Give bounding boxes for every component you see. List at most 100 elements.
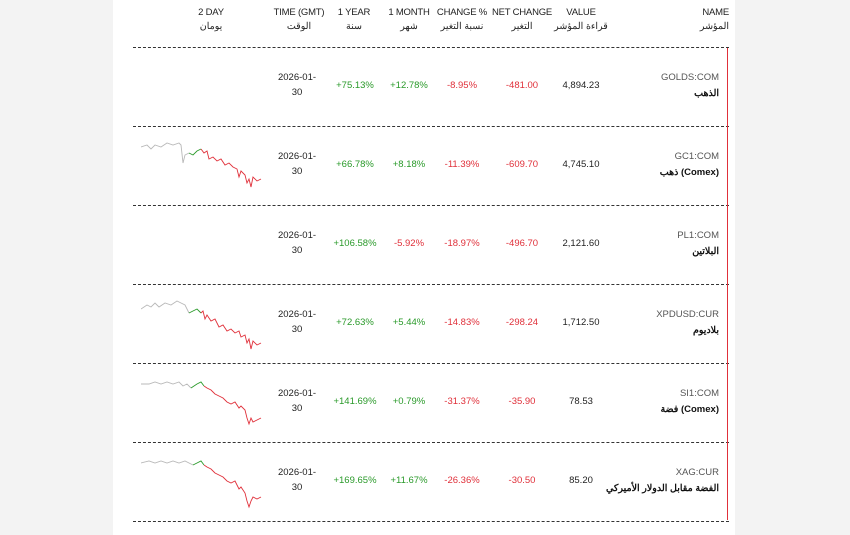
header-value-en: VALUE xyxy=(566,7,596,18)
year-change: +169.65% xyxy=(333,475,377,486)
table-row[interactable]: 2026-01- 30 +106.58% -5.92% -18.97% -496… xyxy=(113,206,735,285)
header-1year-en: 1 YEAR xyxy=(337,7,371,18)
net-change: -496.70 xyxy=(505,238,539,249)
value-cell: 2,121.60 xyxy=(562,238,600,249)
header-time-ar: الوقت xyxy=(286,21,312,32)
name-cell[interactable]: GOLDS:COM الذهب xyxy=(661,70,719,102)
sparkline-down-segment xyxy=(203,464,262,509)
time-day: 30 xyxy=(291,166,303,177)
year-change: +141.69% xyxy=(333,396,377,407)
table-row[interactable]: 2026-01- 30 +72.63% +5.44% -14.83% -298.… xyxy=(113,285,735,364)
sparkline-up-segment xyxy=(190,381,205,389)
header-2day[interactable]: 2 DAY يومان xyxy=(185,6,237,34)
year-change: +106.58% xyxy=(333,238,377,249)
sparkline-down-segment xyxy=(200,148,262,188)
time-date: 2026-01- xyxy=(277,230,317,241)
name-cell[interactable]: GC1:COM ذهب (Comex) xyxy=(660,149,719,181)
time-date: 2026-01- xyxy=(277,309,317,320)
sparkline-prior-segment xyxy=(141,460,194,466)
time-cell: 2026-01- 30 xyxy=(269,307,325,337)
row-divider xyxy=(133,205,729,206)
net-change: -298.24 xyxy=(505,317,539,328)
sparkline-up-segment xyxy=(188,308,202,314)
instrument-name[interactable]: الذهب xyxy=(694,88,719,99)
value-cell: 78.53 xyxy=(569,396,593,407)
instrument-name[interactable]: بلاديوم xyxy=(693,325,719,336)
sparkline-prior-segment xyxy=(141,142,190,164)
table-row[interactable]: 2026-01- 30 +75.13% +12.78% -8.95% -481.… xyxy=(113,48,735,127)
header-value-ar: قراءة المؤشر xyxy=(554,21,608,32)
table-row[interactable]: 2026-01- 30 +141.69% +0.79% -31.37% -35.… xyxy=(113,364,735,443)
name-cell[interactable]: PL1:COM البلاتين xyxy=(677,228,719,260)
header-change-pct[interactable]: CHANGE % نسبة التغير xyxy=(433,6,491,34)
header-value[interactable]: VALUE قراءة المؤشر xyxy=(551,6,611,34)
ticker-link[interactable]: XPDUSD:CUR xyxy=(656,309,719,320)
time-date: 2026-01- xyxy=(277,151,317,162)
instrument-name[interactable]: الفضة مقابل الدولار الأميركي xyxy=(605,483,719,494)
month-change: +5.44% xyxy=(392,317,426,328)
row-divider xyxy=(133,363,729,364)
header-divider xyxy=(133,47,729,48)
name-cell[interactable]: XAG:CUR الفضة مقابل الدولار الأميركي xyxy=(606,465,719,497)
instrument-name[interactable]: ذهب (Comex) xyxy=(659,167,719,178)
header-name[interactable]: NAME المؤشر xyxy=(669,6,729,34)
net-change: -30.50 xyxy=(508,475,536,486)
sparkline-down-segment xyxy=(203,385,262,426)
row-divider xyxy=(133,284,729,285)
instrument-name[interactable]: البلاتين xyxy=(692,246,719,257)
time-cell: 2026-01- 30 xyxy=(269,228,325,258)
change-pct: -26.36% xyxy=(444,475,480,486)
sparkline-prior-segment xyxy=(141,300,190,314)
table-row[interactable]: 2026-01- 30 +169.65% +11.67% -26.36% -30… xyxy=(113,443,735,522)
ticker-link[interactable]: GOLDS:COM xyxy=(660,72,719,83)
value-cell: 85.20 xyxy=(569,475,593,486)
table-row[interactable]: 2026-01- 30 +66.78% +8.18% -11.39% -609.… xyxy=(113,127,735,206)
year-change: +66.78% xyxy=(336,159,374,170)
change-pct: -31.37% xyxy=(444,396,480,407)
row-divider xyxy=(133,442,729,443)
sparkline-up-segment xyxy=(192,460,205,466)
header-name-ar: المؤشر xyxy=(699,21,729,32)
time-date: 2026-01- xyxy=(277,467,317,478)
header-change-pct-en: CHANGE % xyxy=(436,7,488,18)
name-cell[interactable]: SI1:COM فضة (Comex) xyxy=(660,386,719,418)
time-day: 30 xyxy=(291,245,303,256)
instrument-name[interactable]: فضة (Comex) xyxy=(660,404,719,415)
time-day: 30 xyxy=(291,403,303,414)
value-cell: 4,894.23 xyxy=(562,80,600,91)
sparkline-chart[interactable] xyxy=(141,291,265,355)
net-change: -609.70 xyxy=(505,159,539,170)
name-cell[interactable]: XPDUSD:CUR بلاديوم xyxy=(656,307,719,339)
header-1month-ar: شهر xyxy=(400,21,418,32)
time-cell: 2026-01- 30 xyxy=(269,465,325,495)
header-1month-en: 1 MONTH xyxy=(388,7,430,18)
sparkline-chart[interactable] xyxy=(141,133,265,197)
time-cell: 2026-01- 30 xyxy=(269,149,325,179)
month-change: +11.67% xyxy=(390,475,428,486)
header-time[interactable]: TIME (GMT) الوقت xyxy=(271,6,327,34)
ticker-link[interactable]: XAG:CUR xyxy=(675,467,719,478)
header-1month[interactable]: 1 MONTH شهر xyxy=(381,6,437,34)
header-net-change[interactable]: NET CHANGE التغير xyxy=(491,6,553,34)
sparkline-chart[interactable] xyxy=(141,370,265,434)
change-pct: -11.39% xyxy=(444,159,480,170)
ticker-link[interactable]: PL1:COM xyxy=(677,230,719,241)
year-change: +72.63% xyxy=(336,317,374,328)
header-net-change-ar: التغير xyxy=(511,21,533,32)
change-pct: -14.83% xyxy=(444,317,480,328)
time-cell: 2026-01- 30 xyxy=(269,386,325,416)
sparkline-down-segment xyxy=(200,310,262,350)
header-change-pct-ar: نسبة التغير xyxy=(440,21,484,32)
markets-table: 2 DAY يومان TIME (GMT) الوقت 1 YEAR سنة … xyxy=(113,0,735,535)
time-date: 2026-01- xyxy=(277,72,317,83)
ticker-link[interactable]: SI1:COM xyxy=(679,388,719,399)
header-1year[interactable]: 1 YEAR سنة xyxy=(329,6,379,34)
row-divider xyxy=(133,521,729,522)
sparkline-chart[interactable] xyxy=(141,449,265,513)
accent-border xyxy=(727,48,728,520)
time-cell: 2026-01- 30 xyxy=(269,70,325,100)
ticker-link[interactable]: GC1:COM xyxy=(674,151,719,162)
time-date: 2026-01- xyxy=(277,388,317,399)
header-2day-ar: يومان xyxy=(199,21,223,32)
header-2day-en: 2 DAY xyxy=(198,7,224,18)
